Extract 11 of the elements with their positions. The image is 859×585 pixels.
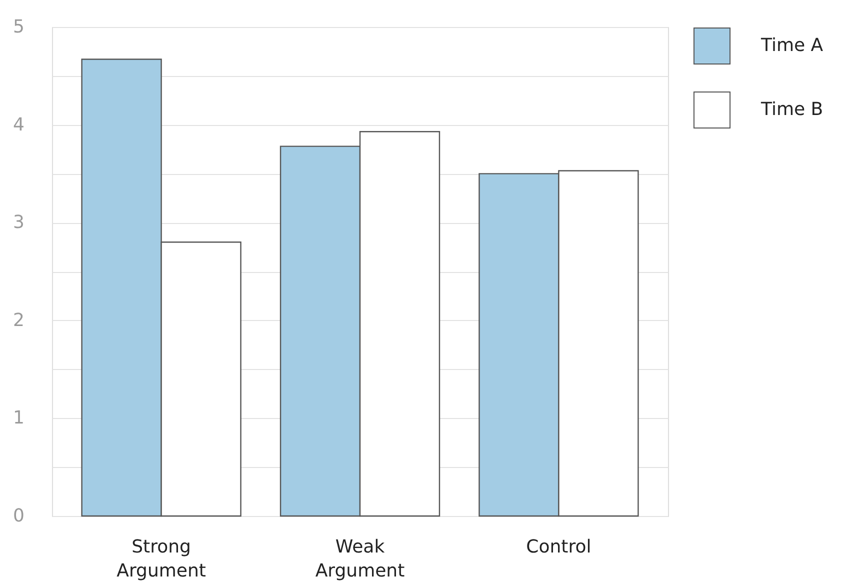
y-tick-label: 0 — [13, 506, 24, 526]
y-tick-label: 1 — [13, 408, 24, 429]
x-tick-label: Weak Argument — [315, 536, 405, 582]
x-tick-label: Strong Argument — [116, 536, 206, 582]
x-tick-label: Control — [526, 536, 592, 558]
y-tick-label: 5 — [13, 16, 24, 38]
legend-label: Time B — [760, 99, 824, 120]
y-tick-label: 3 — [13, 212, 24, 234]
y-tick-label: 4 — [13, 114, 24, 136]
legend-label: Time A — [760, 35, 824, 56]
y-tick-label: 2 — [13, 310, 24, 331]
